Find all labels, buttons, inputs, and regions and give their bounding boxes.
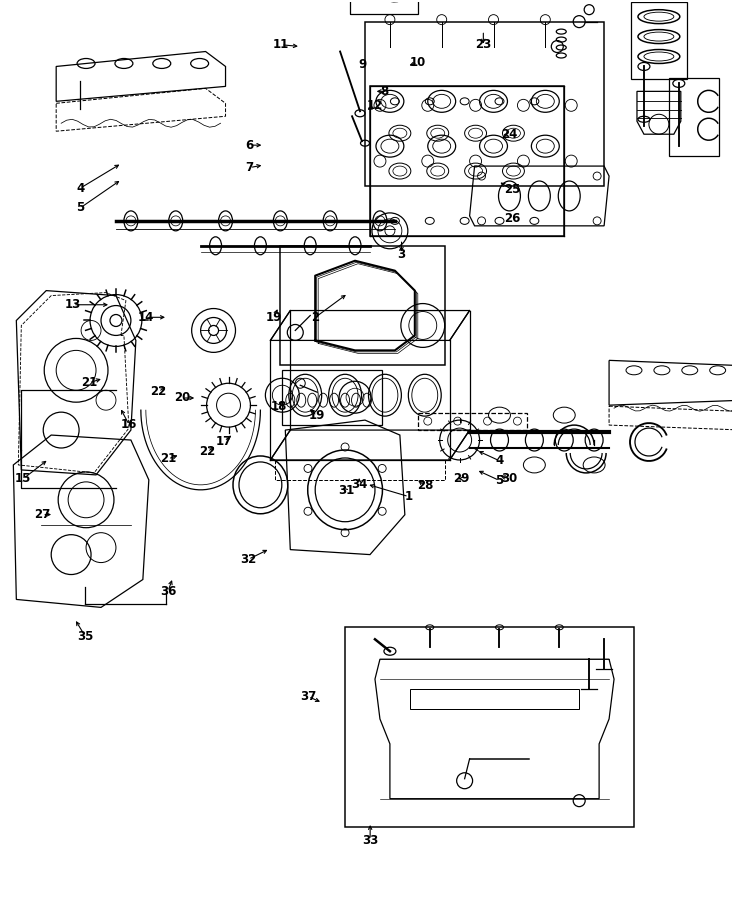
Bar xyxy=(370,86,564,236)
Text: 14: 14 xyxy=(138,310,154,324)
Text: 21: 21 xyxy=(160,453,176,465)
Text: 34: 34 xyxy=(351,478,367,491)
Text: 21: 21 xyxy=(81,376,97,390)
Text: 18: 18 xyxy=(270,400,287,413)
Text: 9: 9 xyxy=(358,58,367,71)
Text: 2: 2 xyxy=(312,310,320,324)
Bar xyxy=(365,22,604,186)
Ellipse shape xyxy=(585,429,603,451)
Text: 24: 24 xyxy=(501,128,517,141)
Text: 26: 26 xyxy=(504,212,520,225)
Text: 25: 25 xyxy=(504,184,520,196)
Text: 5: 5 xyxy=(76,202,84,214)
Text: 4: 4 xyxy=(496,454,504,467)
Text: 29: 29 xyxy=(453,472,470,485)
Ellipse shape xyxy=(124,211,138,230)
Text: 12: 12 xyxy=(367,99,383,112)
Ellipse shape xyxy=(526,429,543,451)
Bar xyxy=(350,0,418,14)
Text: 36: 36 xyxy=(160,585,176,598)
Ellipse shape xyxy=(373,211,387,230)
Text: 37: 37 xyxy=(300,690,316,703)
Ellipse shape xyxy=(304,237,316,255)
Ellipse shape xyxy=(323,211,337,230)
Text: 8: 8 xyxy=(380,85,389,98)
Text: 1: 1 xyxy=(405,491,413,503)
Text: 15: 15 xyxy=(15,472,32,485)
Text: 19: 19 xyxy=(309,410,325,422)
Text: 33: 33 xyxy=(362,833,378,847)
Text: 28: 28 xyxy=(417,480,433,492)
Text: 30: 30 xyxy=(501,472,517,485)
Text: 22: 22 xyxy=(150,385,166,398)
Text: 32: 32 xyxy=(240,553,257,566)
Text: 7: 7 xyxy=(246,161,254,174)
Bar xyxy=(668,78,718,156)
Bar xyxy=(345,627,634,826)
Ellipse shape xyxy=(273,211,287,230)
Ellipse shape xyxy=(169,211,183,230)
Text: 4: 4 xyxy=(76,182,84,194)
Bar xyxy=(631,2,687,79)
Text: 31: 31 xyxy=(338,484,354,497)
Ellipse shape xyxy=(490,429,509,451)
Text: 6: 6 xyxy=(246,139,254,152)
Ellipse shape xyxy=(556,429,573,451)
Ellipse shape xyxy=(218,211,232,230)
Ellipse shape xyxy=(254,237,266,255)
Ellipse shape xyxy=(349,237,361,255)
Bar xyxy=(280,246,445,365)
Text: 11: 11 xyxy=(273,38,290,51)
Text: 35: 35 xyxy=(77,630,94,643)
Text: 16: 16 xyxy=(121,418,137,431)
Text: 10: 10 xyxy=(410,56,426,69)
Text: 17: 17 xyxy=(216,435,232,447)
Text: 23: 23 xyxy=(475,38,491,51)
Text: 22: 22 xyxy=(199,446,216,458)
Text: 3: 3 xyxy=(397,248,405,261)
Text: 13: 13 xyxy=(65,298,81,311)
Ellipse shape xyxy=(210,237,221,255)
Bar xyxy=(282,370,382,425)
Text: 20: 20 xyxy=(174,392,191,404)
Text: 27: 27 xyxy=(34,508,51,521)
Text: 5: 5 xyxy=(496,474,504,487)
Text: 19: 19 xyxy=(265,310,282,324)
